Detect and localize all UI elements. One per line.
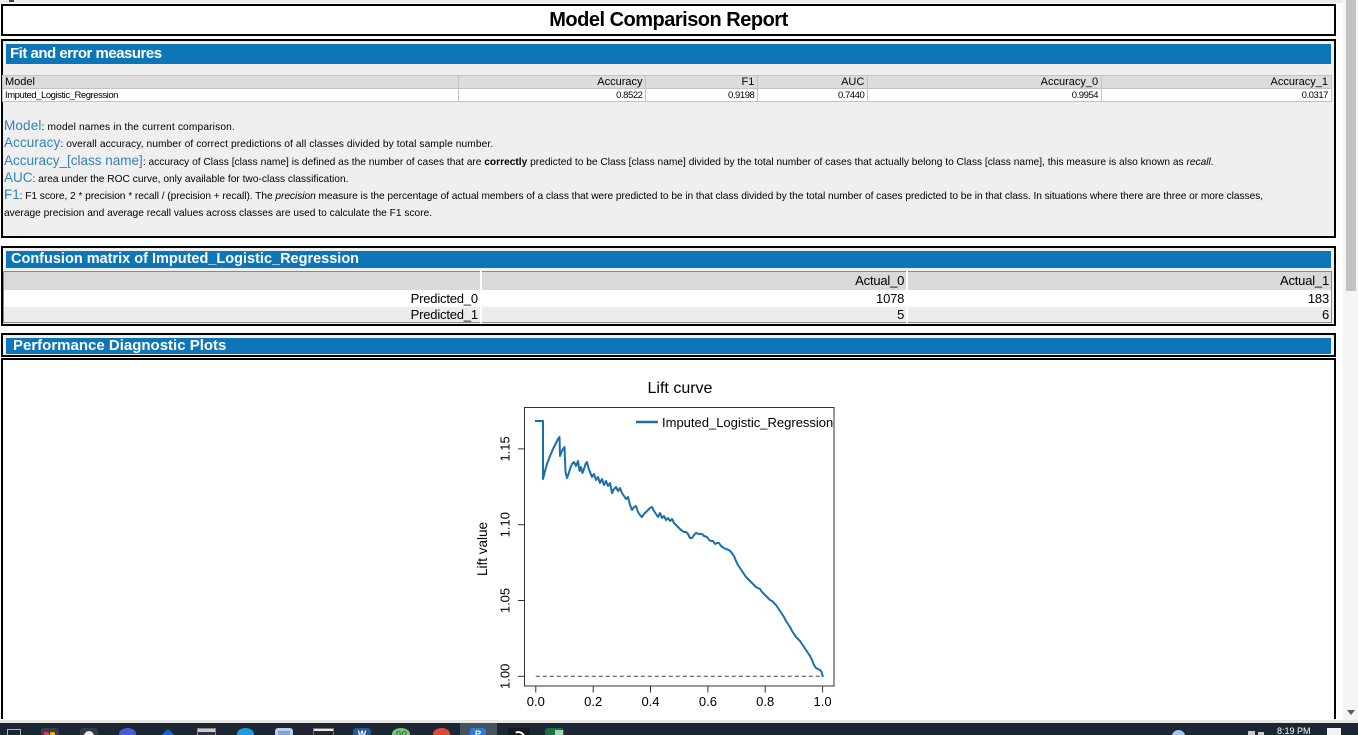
svg-text:Lift value: Lift value bbox=[475, 522, 490, 576]
svg-text:0.8: 0.8 bbox=[756, 694, 774, 709]
svg-text:Imputed_Logistic_Regression: Imputed_Logistic_Regression bbox=[662, 415, 833, 430]
svg-text:0.0: 0.0 bbox=[527, 694, 545, 709]
svg-text:Lift curve: Lift curve bbox=[648, 380, 713, 397]
svg-text:1.05: 1.05 bbox=[498, 588, 513, 613]
svg-text:1.15: 1.15 bbox=[498, 436, 513, 461]
svg-text:1.10: 1.10 bbox=[498, 512, 513, 537]
svg-text:0.6: 0.6 bbox=[699, 694, 717, 709]
svg-text:0.4: 0.4 bbox=[641, 694, 659, 709]
svg-text:1.0: 1.0 bbox=[814, 694, 832, 709]
svg-text:1.00: 1.00 bbox=[498, 664, 513, 689]
svg-text:0.2: 0.2 bbox=[584, 694, 602, 709]
